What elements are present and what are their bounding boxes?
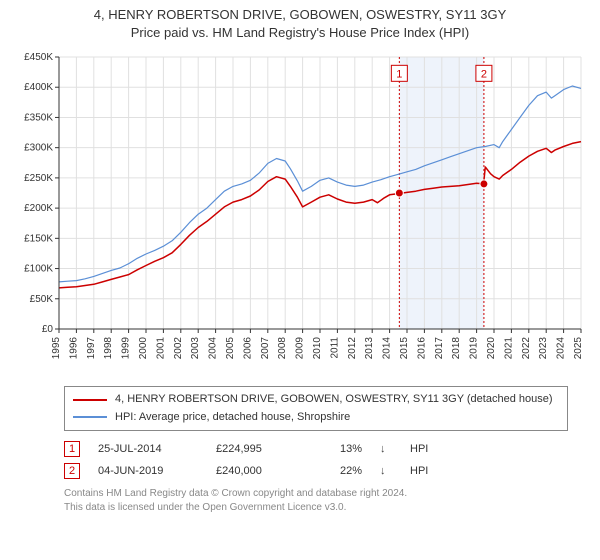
transaction-price: £224,995 (216, 443, 296, 455)
x-tick-label: 2022 (521, 337, 532, 360)
y-tick-label: £0 (42, 324, 54, 335)
transaction-row: 2 04-JUN-2019 £240,000 22% ↓ HPI (64, 463, 590, 479)
y-tick-label: £450K (24, 52, 53, 63)
transaction-badge: 2 (64, 463, 80, 479)
x-tick-label: 2025 (573, 337, 584, 360)
x-tick-label: 1995 (51, 337, 62, 360)
transactions-table: 1 25-JUL-2014 £224,995 13% ↓ HPI 2 04-JUN-2019 £… (64, 441, 590, 479)
transaction-price: £240,000 (216, 465, 296, 477)
legend-swatch (73, 416, 107, 418)
x-tick-label: 2013 (364, 337, 375, 360)
transaction-date: 04-JUN-2019 (98, 465, 198, 477)
marker-badge-label: 1 (396, 68, 402, 80)
transaction-date: 25-JUL-2014 (98, 443, 198, 455)
footer-line-1: Contains HM Land Registry data © Crown c… (64, 487, 590, 501)
price-marker (480, 180, 488, 188)
down-arrow-icon: ↓ (380, 465, 392, 477)
x-tick-label: 2015 (399, 337, 410, 360)
y-tick-label: £400K (24, 82, 53, 93)
y-tick-label: £150K (24, 233, 53, 244)
transaction-ref: HPI (410, 443, 428, 455)
title-line-1: 4, HENRY ROBERTSON DRIVE, GOBOWEN, OSWES… (10, 6, 590, 24)
transaction-badge: 1 (64, 441, 80, 457)
y-tick-label: £100K (24, 264, 53, 275)
legend: 4, HENRY ROBERTSON DRIVE, GOBOWEN, OSWES… (64, 386, 568, 431)
x-tick-label: 2009 (295, 337, 306, 360)
x-tick-label: 2005 (225, 337, 236, 360)
price-marker (395, 189, 403, 197)
marker-badge-label: 2 (481, 68, 487, 80)
chart-svg: £0 £50K £100K £150K £200K £250K £300K £350K £400… (10, 45, 590, 375)
legend-label: 4, HENRY ROBERTSON DRIVE, GOBOWEN, OSWES… (115, 391, 553, 409)
x-tick-label: 2012 (347, 337, 358, 360)
legend-label: HPI: Average price, detached house, Shro… (115, 409, 350, 427)
y-tick-label: £300K (24, 143, 53, 154)
legend-row: HPI: Average price, detached house, Shro… (73, 409, 559, 427)
y-tick-label: £50K (30, 294, 54, 305)
x-tick-label: 2003 (190, 337, 201, 360)
x-tick-label: 1998 (103, 337, 114, 360)
x-tick-label: 2023 (538, 337, 549, 360)
x-tick-label: 2007 (260, 337, 271, 360)
y-tick-label: £350K (24, 113, 53, 124)
x-tick-label: 2000 (138, 337, 149, 360)
x-tick-label: 2020 (486, 337, 497, 360)
legend-swatch (73, 399, 107, 401)
transaction-ref: HPI (410, 465, 428, 477)
x-tick-label: 1996 (68, 337, 79, 360)
x-tick-label: 2004 (208, 337, 219, 360)
transaction-pct: 13% (314, 443, 362, 455)
x-tick-label: 2008 (277, 337, 288, 360)
x-tick-label: 2021 (503, 337, 514, 360)
chart: £0 £50K £100K £150K £200K £250K £300K £350K £400… (10, 45, 590, 380)
page-container: 4, HENRY ROBERTSON DRIVE, GOBOWEN, OSWES… (0, 0, 600, 560)
title-line-2: Price paid vs. HM Land Registry's House … (10, 24, 590, 42)
x-tick-label: 2017 (434, 337, 445, 360)
x-tick-label: 2010 (312, 337, 323, 360)
x-tick-label: 2019 (469, 337, 480, 360)
x-tick-label: 2002 (173, 337, 184, 360)
y-tick-label: £200K (24, 203, 53, 214)
down-arrow-icon: ↓ (380, 443, 392, 455)
x-tick-label: 2011 (329, 337, 340, 359)
x-tick-label: 2024 (556, 337, 567, 360)
transaction-row: 1 25-JUL-2014 £224,995 13% ↓ HPI (64, 441, 590, 457)
footer-line-2: This data is licensed under the Open Gov… (64, 501, 590, 515)
x-tick-label: 2014 (382, 337, 393, 360)
chart-title: 4, HENRY ROBERTSON DRIVE, GOBOWEN, OSWES… (10, 6, 590, 41)
x-tick-label: 2001 (155, 337, 166, 360)
transaction-pct: 22% (314, 465, 362, 477)
x-tick-label: 2006 (242, 337, 253, 360)
x-tick-label: 1999 (121, 337, 132, 360)
legend-row: 4, HENRY ROBERTSON DRIVE, GOBOWEN, OSWES… (73, 391, 559, 409)
footer-attribution: Contains HM Land Registry data © Crown c… (64, 487, 590, 514)
x-tick-label: 2018 (451, 337, 462, 360)
x-tick-label: 1997 (86, 337, 97, 360)
y-tick-label: £250K (24, 173, 53, 184)
x-tick-label: 2016 (416, 337, 427, 360)
